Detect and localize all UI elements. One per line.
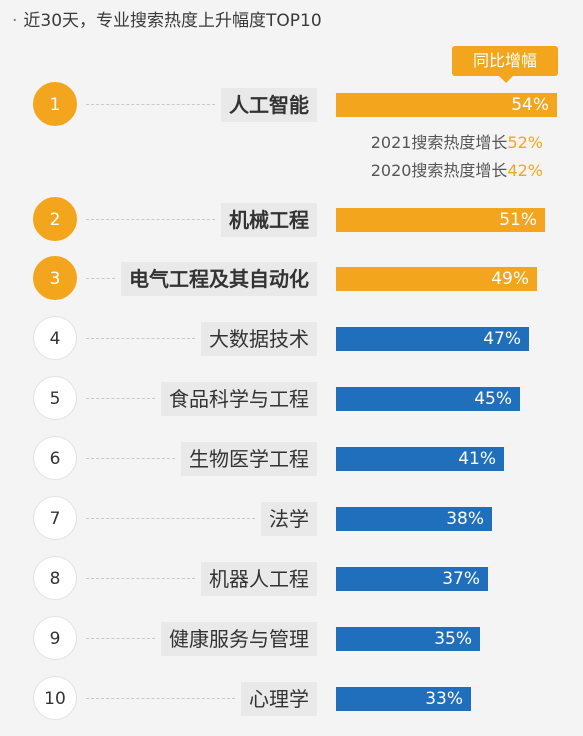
annotation-2020-text: 2020搜索热度增长 [370, 161, 508, 180]
rank-badge: 8 [33, 556, 77, 600]
bar-row: 2 机械工程 51% [0, 197, 583, 243]
rank-badge: 7 [33, 496, 77, 540]
rank-badge: 2 [33, 197, 77, 241]
leader-line [86, 638, 155, 639]
category-label: 机器人工程 [201, 562, 317, 596]
category-label: 健康服务与管理 [161, 622, 317, 656]
bar-row: 10 心理学 33% [0, 676, 583, 722]
bar-row: 9 健康服务与管理 35% [0, 616, 583, 662]
bar-value-label: 49% [491, 269, 529, 289]
bar: 33% [336, 687, 471, 711]
category-label: 食品科学与工程 [161, 382, 317, 416]
bar: 41% [336, 447, 504, 471]
bar: 38% [336, 507, 492, 531]
bar-row: 5 食品科学与工程 45% [0, 376, 583, 422]
bar-row: 4 大数据技术 47% [0, 316, 583, 362]
rank-badge: 9 [33, 616, 77, 660]
rank-badge: 6 [33, 436, 77, 480]
bar-value-label: 35% [434, 629, 472, 649]
bar: 35% [336, 627, 480, 651]
bar-value-label: 38% [446, 509, 484, 529]
bar-value-label: 41% [458, 449, 496, 469]
bar-value-label: 45% [474, 389, 512, 409]
category-label: 电气工程及其自动化 [121, 262, 317, 296]
bar-row: 3 电气工程及其自动化 49% [0, 256, 583, 302]
rank-badge: 4 [33, 316, 77, 360]
category-label: 心理学 [241, 682, 317, 716]
title-bullet: · [12, 11, 18, 31]
rank-badge: 5 [33, 376, 77, 420]
bar-value-label: 51% [499, 210, 537, 230]
bar-row: 1 人工智能 54% [0, 82, 583, 128]
leader-line [86, 398, 155, 399]
category-label: 机械工程 [221, 203, 317, 237]
rank-badge: 10 [33, 676, 77, 720]
title-text: 近30天，专业搜索热度上升幅度TOP10 [23, 11, 322, 31]
bar: 37% [336, 567, 488, 591]
annotation-2021-text: 2021搜索热度增长 [370, 133, 508, 152]
leader-line [86, 578, 195, 579]
rank-badge: 3 [33, 256, 77, 300]
leader-line [86, 278, 115, 279]
leader-line [86, 104, 215, 105]
annotation-2021: 2021搜索热度增长52% [371, 130, 543, 156]
bar-row: 6 生物医学工程 41% [0, 436, 583, 482]
annotation-2021-value: 52% [507, 133, 543, 152]
category-label: 大数据技术 [201, 322, 317, 356]
leader-line [86, 458, 175, 459]
leader-line [86, 698, 235, 699]
legend-badge: 同比增幅 [452, 46, 558, 83]
rank-badge: 1 [33, 82, 77, 126]
bar: 51% [336, 208, 545, 232]
annotation-2020: 2020搜索热度增长42% [371, 158, 543, 184]
category-label: 人工智能 [221, 88, 317, 122]
leader-line [86, 518, 255, 519]
bar-row: 7 法学 38% [0, 496, 583, 542]
bar: 47% [336, 327, 529, 351]
bar-value-label: 33% [425, 689, 463, 709]
bar-value-label: 47% [483, 329, 521, 349]
bar: 45% [336, 387, 520, 411]
bar: 49% [336, 267, 537, 291]
annotation-2020-value: 42% [507, 161, 543, 180]
leader-line [86, 338, 195, 339]
category-label: 法学 [261, 502, 317, 536]
bar-value-label: 54% [511, 95, 549, 115]
bar-row: 8 机器人工程 37% [0, 556, 583, 602]
bar-value-label: 37% [442, 569, 480, 589]
chart-title: · 近30天，专业搜索热度上升幅度TOP10 [12, 6, 322, 36]
leader-line [86, 219, 215, 220]
bar: 54% [336, 93, 557, 117]
category-label: 生物医学工程 [181, 442, 317, 476]
